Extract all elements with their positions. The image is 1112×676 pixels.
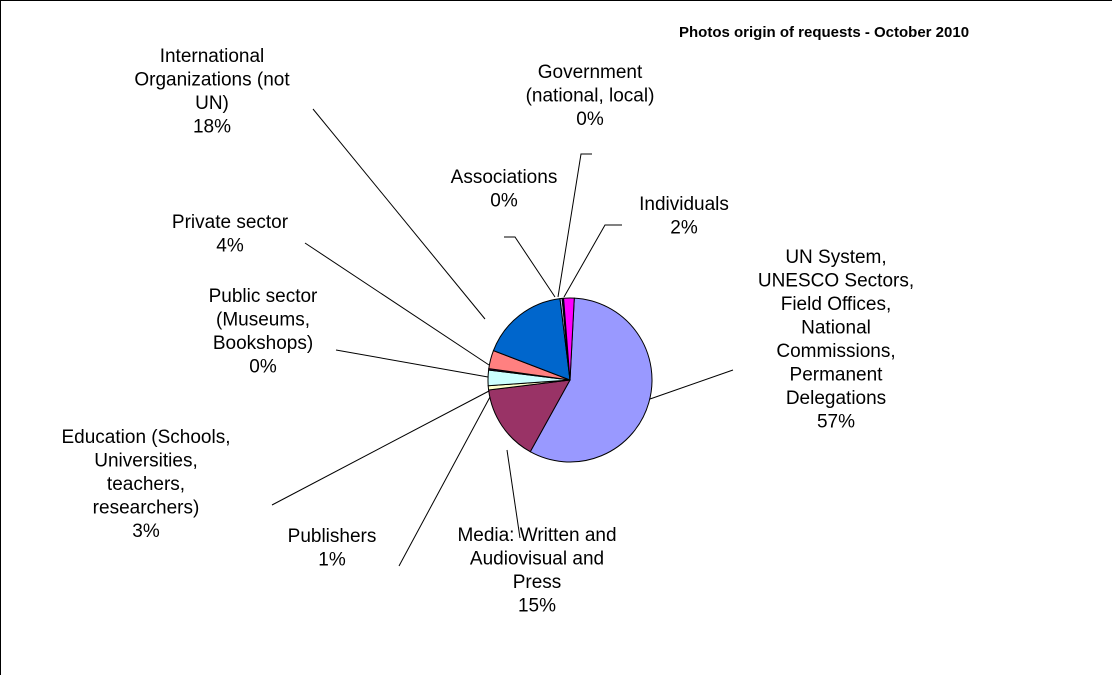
slice-label-line: Individuals — [639, 194, 729, 215]
slice-label-line: (national, local) — [526, 86, 655, 107]
slice-label: Associations 0% — [451, 167, 558, 212]
slice-label: Media: Written and Audiovisual and Press 15… — [457, 525, 616, 617]
slice-label-line: (Museums, — [216, 310, 310, 331]
slice-label-line: 0% — [576, 109, 604, 130]
slice-label-line: UN) — [195, 93, 229, 114]
leader-line — [304, 242, 490, 366]
leader-line — [506, 449, 521, 539]
slice-label-line: Public sector — [209, 286, 318, 307]
slice-label-line: 4% — [216, 236, 244, 257]
leader-lines — [271, 108, 734, 567]
slice-label-line: 57% — [817, 412, 855, 433]
slice-label: Private sector 4% — [172, 212, 289, 257]
slice-labels: UN System, UNESCO Sectors, Field Offices, N… — [62, 46, 915, 617]
slice-label-line: 3% — [132, 521, 160, 542]
slice-label-line: Audiovisual and — [470, 549, 604, 570]
slice-label-line: National — [801, 318, 871, 339]
leader-line — [335, 349, 489, 378]
slice-label-line: UNESCO Sectors, — [758, 271, 914, 292]
slice-label-line: Bookshops) — [213, 333, 313, 354]
slice-label: Education (Schools, Universities, teachers… — [62, 427, 231, 542]
slice-label-line: teachers, — [107, 474, 185, 495]
leader-line — [649, 369, 734, 400]
leader-line — [563, 224, 622, 298]
slice-label-line: 0% — [249, 357, 277, 378]
slice-label: Publishers 1% — [288, 526, 377, 571]
slice-label: Individuals 2% — [639, 194, 729, 239]
slice-label: UN System, UNESCO Sectors, Field Offices, N… — [758, 247, 914, 433]
leader-line — [271, 390, 490, 506]
slice-label-line: 0% — [490, 191, 518, 212]
leader-line — [312, 108, 486, 320]
chart-title: Photos origin of requests - October 2010 — [679, 24, 969, 41]
pie-slice — [492, 298, 571, 381]
slice-label-line: Private sector — [172, 212, 289, 233]
slice-label-line: Education (Schools, — [62, 427, 231, 448]
slice-label-line: 18% — [193, 117, 231, 138]
slice-label-line: 2% — [670, 218, 698, 239]
slice-label-line: Commissions, — [776, 341, 895, 362]
slice-label-line: Publishers — [288, 526, 377, 547]
slice-label-line: Press — [513, 572, 562, 593]
slice-label-line: 15% — [518, 596, 556, 617]
slice-label: Government (national, local) 0% — [526, 62, 655, 130]
leader-line — [398, 396, 491, 567]
pie-slice — [488, 379, 571, 453]
slice-label-line: Field Offices, — [781, 294, 892, 315]
slice-label-line: Government — [538, 62, 643, 83]
slice-label-line: Delegations — [786, 388, 886, 409]
slice-label: International Organizations (not UN) 18% — [134, 46, 290, 138]
leader-line — [557, 153, 592, 298]
leader-line — [504, 236, 556, 298]
slice-label-line: researchers) — [93, 498, 200, 519]
slice-label-line: Universities, — [94, 451, 197, 472]
pie-slice — [529, 297, 653, 463]
slice-label: Public sector (Museums, Bookshops) 0% — [209, 286, 318, 378]
slice-label-line: Permanent — [790, 365, 884, 386]
slice-label-line: Associations — [451, 167, 558, 188]
pie-slices — [487, 297, 653, 463]
pie-slice — [563, 297, 575, 381]
slice-label-line: Organizations (not — [134, 70, 290, 91]
slice-label-line: International — [160, 46, 265, 67]
slice-label-line: 1% — [318, 550, 346, 571]
slice-label-line: UN System, — [785, 247, 886, 268]
slice-label-line: Media: Written and — [457, 525, 616, 546]
